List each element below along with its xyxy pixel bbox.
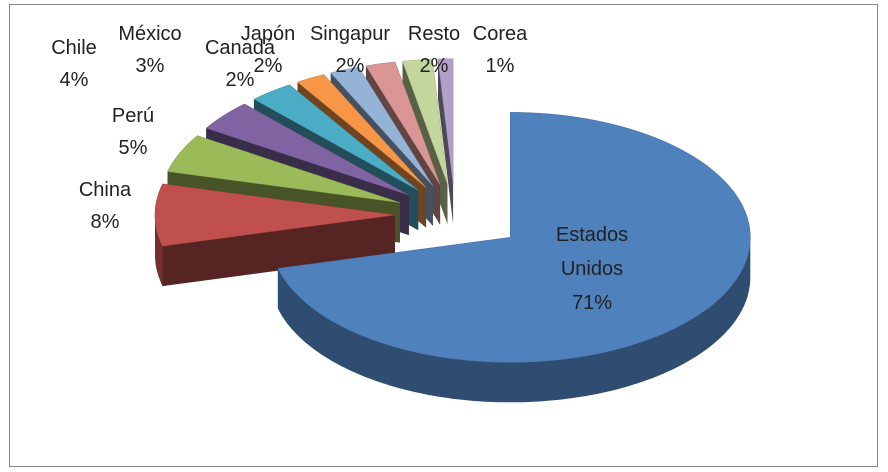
value-label: 2% (335, 55, 365, 77)
category-label: Japón (240, 23, 296, 45)
value-label: 2% (225, 69, 255, 91)
data-label: Chile 4% (51, 32, 97, 96)
value-label: 2% (253, 55, 283, 77)
data-label: México 3% (118, 18, 181, 82)
slice (437, 58, 454, 184)
slice (330, 66, 434, 187)
slice (402, 58, 448, 185)
data-label: Resto 2% (408, 18, 460, 82)
category-label: México (118, 23, 182, 45)
slice (277, 112, 751, 363)
value-label: 5% (118, 137, 148, 159)
data-label: Perú 5% (112, 100, 154, 164)
value-label: 1% (485, 55, 515, 77)
slice (154, 183, 396, 247)
data-label: China 8% (79, 174, 131, 238)
category-label: Chile (51, 37, 97, 59)
slice-wall (155, 215, 163, 287)
category-label: Resto (407, 23, 461, 45)
category-label: China (78, 179, 132, 201)
data-label: Estados Unidos 71% (537, 218, 647, 320)
slice (205, 103, 409, 196)
category-label: Singapur (309, 23, 391, 45)
data-label: Canadá 2% (205, 32, 275, 96)
category-label: Canadá (204, 37, 276, 59)
slice (167, 135, 400, 203)
data-label: Japón 2% (241, 18, 296, 82)
slice (365, 61, 441, 185)
slice (253, 84, 419, 191)
slice-side (438, 59, 454, 224)
value-label: 3% (135, 55, 165, 77)
slice (296, 74, 427, 188)
value-label: 8% (90, 211, 120, 233)
value-label: 4% (59, 69, 89, 91)
category-label: Corea (472, 23, 528, 45)
value-label: 71% (571, 292, 613, 314)
data-label: Singapur 2% (310, 18, 390, 82)
category-label: Perú (111, 105, 155, 127)
category-label: Estados Unidos (555, 224, 629, 280)
value-label: 2% (419, 55, 449, 77)
slice-wall (277, 237, 751, 403)
data-label: Corea 1% (473, 18, 527, 82)
